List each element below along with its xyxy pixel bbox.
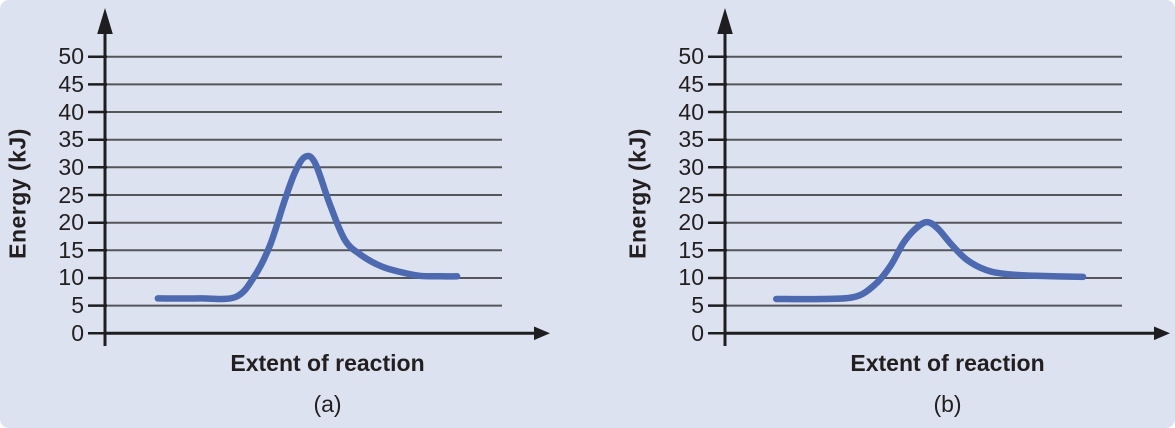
- panel-caption-b: (b): [933, 391, 962, 417]
- y-tick-label: 45: [678, 70, 704, 97]
- y-tick-label: 5: [691, 292, 704, 319]
- y-tick-label: 15: [58, 236, 84, 263]
- y-tick-label: 20: [678, 209, 704, 236]
- y-tick-label: 25: [58, 181, 84, 208]
- plot-area-b: [708, 8, 1170, 346]
- y-tick-label: 40: [678, 98, 704, 125]
- x-axis-title: Extent of reaction: [230, 350, 425, 376]
- energy-curve: [772, 218, 1087, 303]
- y-tick-label: 50: [58, 43, 84, 70]
- y-tick-label: 20: [58, 209, 84, 236]
- y-tick-label: 10: [58, 264, 84, 291]
- x-axis-arrow-icon: [534, 326, 550, 341]
- y-tick-label: 30: [58, 153, 84, 180]
- y-tick-label: 15: [678, 236, 704, 263]
- y-tick-label: 40: [58, 98, 84, 125]
- y-axis-arrow-icon: [717, 8, 733, 34]
- y-tick-label: 5: [71, 292, 84, 319]
- y-tick-label: 50: [678, 43, 704, 70]
- y-tick-label: 45: [58, 70, 84, 97]
- x-axis-title: Extent of reaction: [850, 350, 1045, 376]
- y-tick-label: 35: [58, 126, 84, 153]
- energy-diagram-panel-a: Energy (kJ) Extent of reaction (a) 50 45 4…: [0, 0, 555, 428]
- energy-diagram-panel-b: Energy (kJ) Extent of reaction (b) 50 45 4…: [620, 0, 1175, 428]
- panel-caption-a: (a): [313, 391, 342, 417]
- y-tick-label: 25: [678, 181, 704, 208]
- y-tick-label: 0: [71, 319, 84, 346]
- y-axis-arrow-icon: [97, 8, 113, 34]
- y-tick-label: 0: [691, 319, 704, 346]
- x-axis-arrow-icon: [1154, 326, 1170, 341]
- energy-curve: [154, 152, 461, 303]
- y-tick-label: 30: [678, 153, 704, 180]
- plot-area-a: [88, 8, 550, 346]
- y-tick-label: 10: [678, 264, 704, 291]
- y-tick-label: 35: [678, 126, 704, 153]
